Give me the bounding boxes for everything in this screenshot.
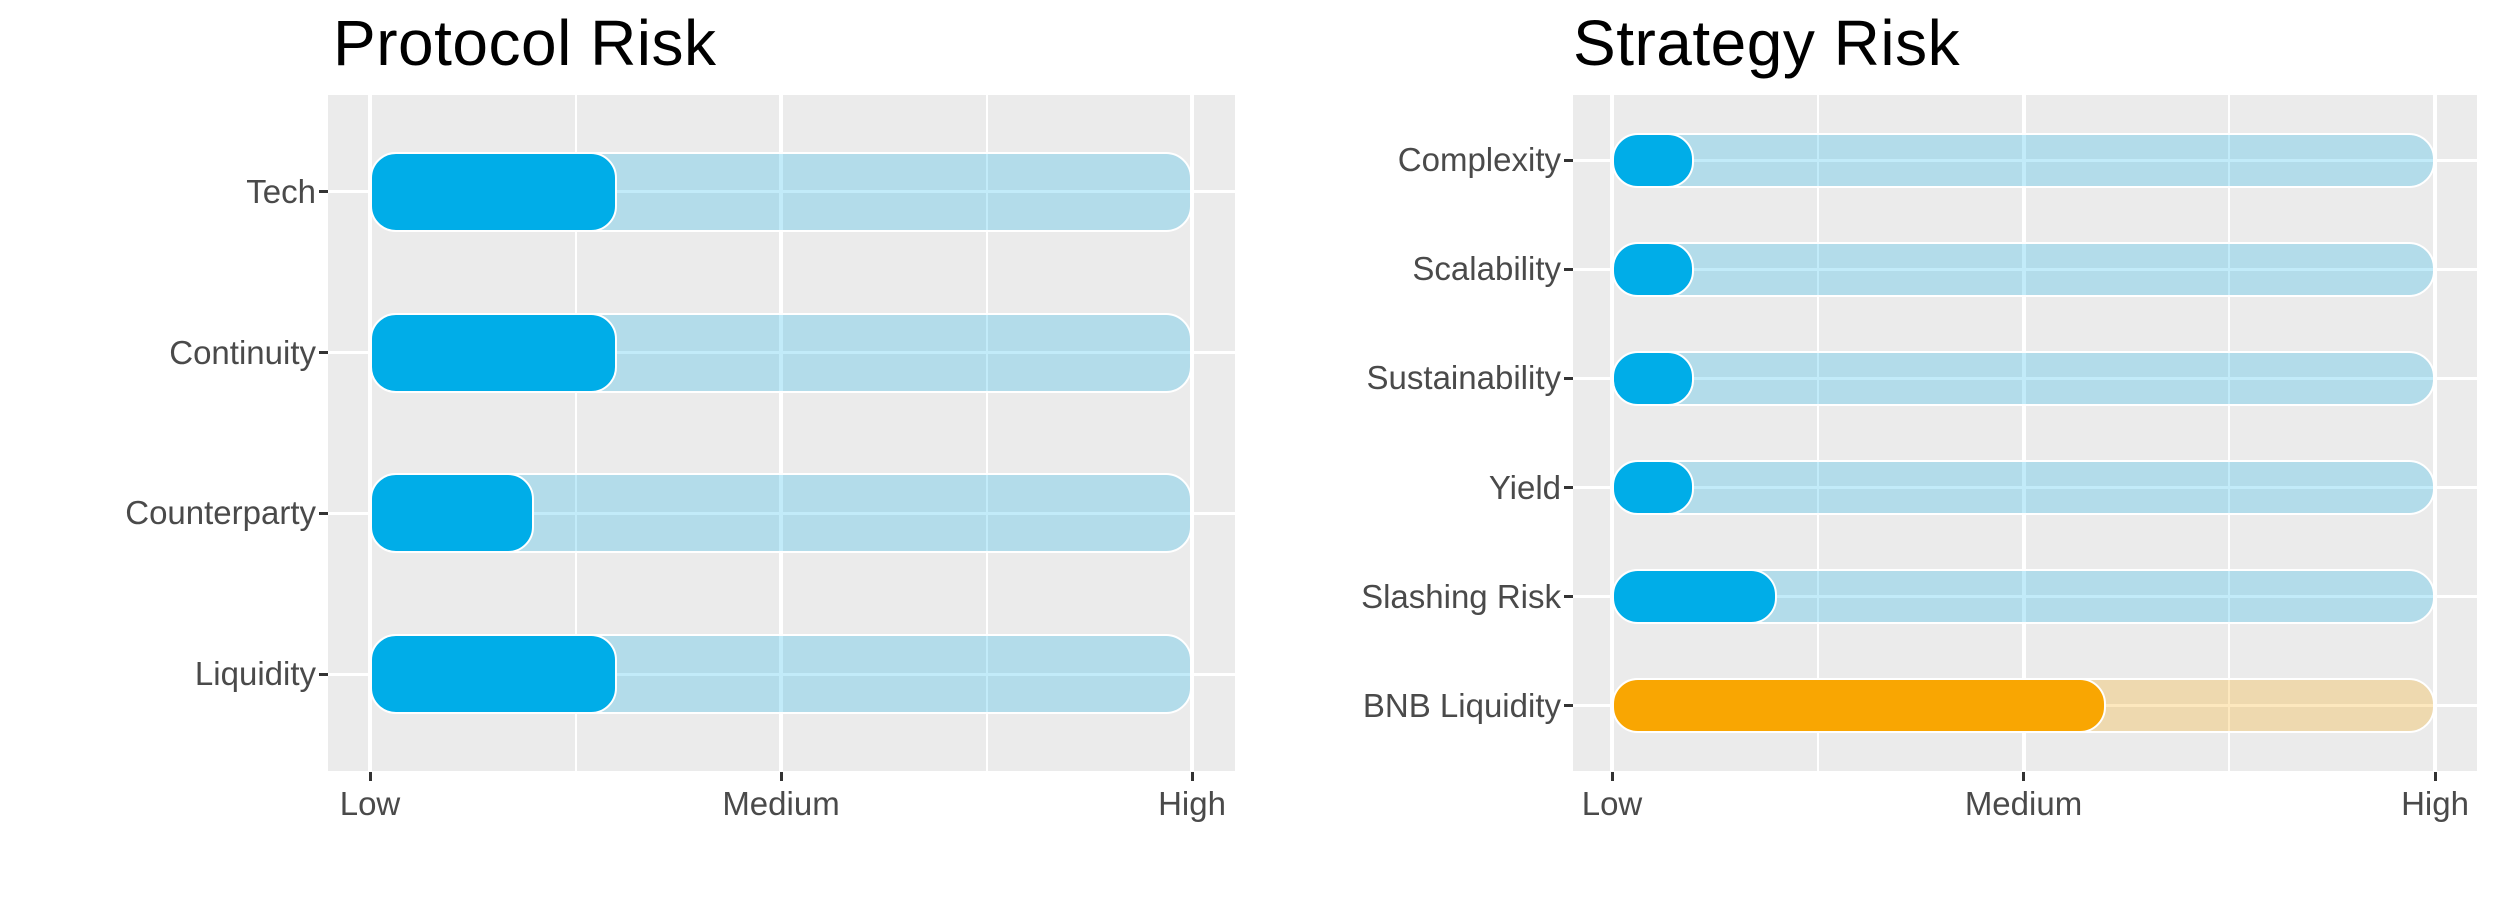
bar-value [370,151,617,232]
y-axis-label: Scalability [1412,250,1561,288]
y-axis-label: Counterparty [125,494,316,532]
y-axis-tick [319,190,328,194]
gridline-major-horizontal [1573,486,2477,490]
gridline-major-horizontal [328,190,1235,194]
gridline-major-vertical [368,95,372,771]
gridline-major-horizontal [1573,376,2477,380]
chart-title: Strategy Risk [1573,7,1961,79]
gridline-major-vertical [2433,95,2437,771]
y-axis-label: Complexity [1397,141,1561,179]
bar-value [1612,350,1694,406]
gridline-major-horizontal [1573,267,2477,271]
chart-title: Protocol Risk [333,7,717,79]
gridline-major-horizontal [328,672,1235,676]
x-axis-label: Low [339,785,401,822]
y-axis-tick [1564,486,1573,490]
y-axis-label: Yield [1488,468,1561,506]
bar-value [1612,460,1694,516]
bar-value [1612,241,1694,297]
y-axis-tick [319,351,328,355]
y-axis-label: Continuity [169,333,316,371]
y-axis-tick [1564,158,1573,162]
bar-value [1612,678,2106,734]
gridline-minor-vertical [1816,95,1819,771]
x-axis-tick [368,772,372,781]
gridline-minor-vertical [2228,95,2231,771]
x-axis-label: High [2401,785,2469,822]
bar-value [1612,132,1694,188]
x-axis-label: Medium [722,785,840,822]
gridline-major-horizontal [1573,595,2477,599]
x-axis-tick [1190,772,1194,781]
gridline-major-horizontal [328,511,1235,515]
bar-value [370,634,617,715]
x-axis-tick [2022,772,2025,781]
x-axis-tick [1610,772,1614,781]
x-axis-tick [779,772,783,781]
x-axis-label: Low [1581,785,1643,822]
bar-value [370,473,534,554]
x-axis-label: Medium [1964,785,2083,822]
gridline-major-horizontal [328,351,1235,355]
gridline-minor-vertical [574,95,577,771]
y-axis-tick [1564,267,1573,271]
y-axis-tick [1564,704,1573,708]
y-axis-label: Slashing Risk [1361,577,1561,615]
x-axis-tick [2433,772,2437,781]
gridline-major-horizontal [1573,158,2477,162]
bar-track [1612,241,2435,297]
bar-track [1612,460,2435,516]
y-axis-label: Liquidity [194,655,316,693]
bar-track [1612,132,2435,188]
gridline-major-vertical [779,95,783,771]
bar-value [370,312,617,393]
bar-track [1612,350,2435,406]
gridline-major-vertical [2021,95,2026,771]
y-axis-label: Sustainability [1366,359,1561,397]
y-axis-label: Tech [246,172,316,210]
x-axis-label: High [1158,785,1226,822]
gridline-major-vertical [1190,95,1194,771]
plot-panel [328,95,1235,771]
bar-value [1612,569,1777,625]
gridline-minor-vertical [985,95,988,771]
y-axis-label: BNB Liquidity [1362,686,1561,724]
y-axis-tick [319,511,328,515]
y-axis-tick [1564,595,1573,599]
y-axis-tick [319,672,328,676]
gridline-major-vertical [1610,95,1614,771]
plot-panel [1573,95,2477,771]
y-axis-tick [1564,376,1573,380]
